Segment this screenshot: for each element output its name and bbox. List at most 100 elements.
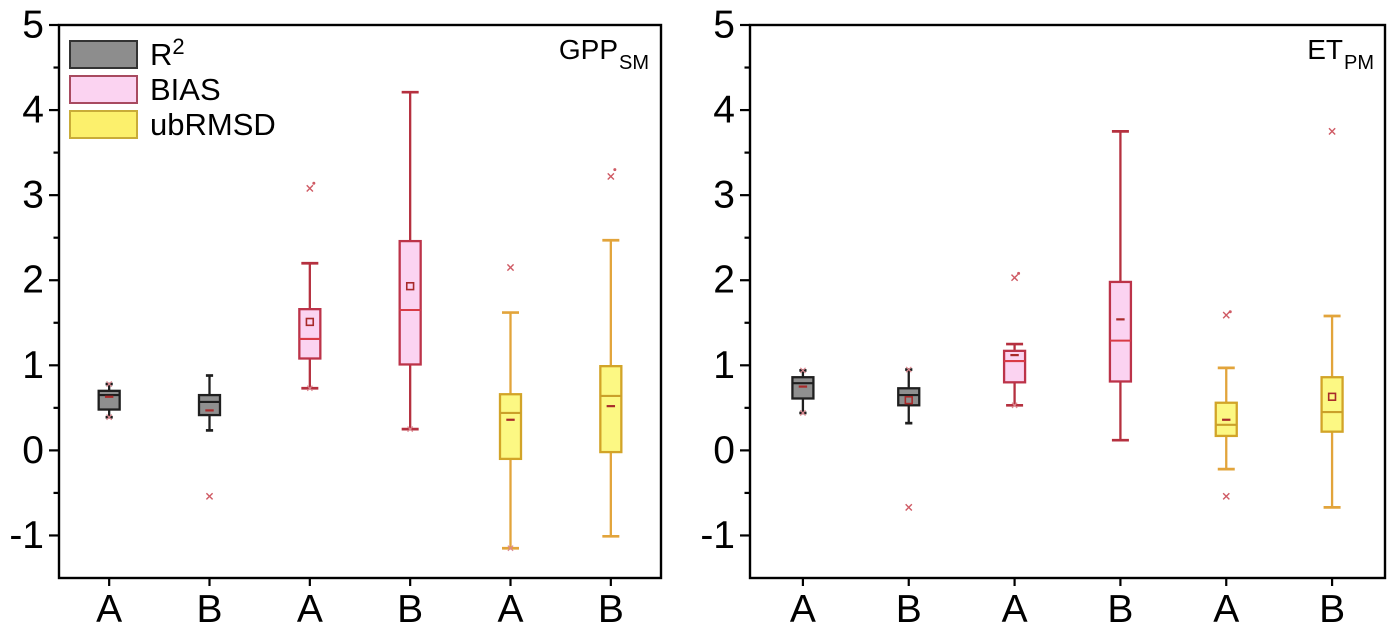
outlier-marker xyxy=(205,492,214,500)
outlier-marker xyxy=(1222,492,1230,500)
right-panel-title-sub: PM xyxy=(1344,52,1374,74)
outlier-marker xyxy=(506,263,515,272)
plot-frame-left xyxy=(57,23,663,580)
legend-label-ubrmsd-text: ubRMSD xyxy=(150,107,276,142)
legend-item-r2: R2 xyxy=(69,36,276,72)
legend-item-bias: BIAS xyxy=(69,74,276,105)
box-body xyxy=(1108,280,1133,383)
cap-mark xyxy=(1011,402,1018,409)
x-tick-label: A xyxy=(1002,588,1028,631)
y-tick-label: -1 xyxy=(700,514,735,557)
box-body xyxy=(298,308,322,360)
box-right-ubrmsd-b-5 xyxy=(1320,127,1344,509)
panel-left: -1 0 1 2 3 4 5 A B A B A B xyxy=(9,4,663,631)
y-tick-label: 3 xyxy=(713,174,735,217)
box-left-bias-a-2 xyxy=(298,181,322,392)
legend-label-ubrmsd: ubRMSD xyxy=(150,109,276,140)
x-tick-label: A xyxy=(497,588,523,631)
cap-mark xyxy=(799,367,806,374)
outlier-marker xyxy=(1222,311,1230,319)
y-tick-label: 1 xyxy=(713,344,735,387)
outlier-dot xyxy=(613,168,617,172)
x-tick-label: B xyxy=(598,588,624,631)
x-tick-label: A xyxy=(96,588,122,631)
cap-mark xyxy=(507,545,514,552)
outlier-marker xyxy=(306,184,314,192)
box-left-ubrmsd-a-4 xyxy=(498,263,523,552)
y-tick-label: 1 xyxy=(22,344,44,387)
x-tick-label: B xyxy=(1107,588,1133,631)
x-tick-label: B xyxy=(1319,588,1345,631)
legend-swatch-ubrmsd xyxy=(69,110,138,139)
legend-label-bias-text: BIAS xyxy=(150,72,221,107)
y-tick-label: 0 xyxy=(713,429,735,472)
y-tick-label: 2 xyxy=(22,259,44,302)
mean-marker xyxy=(405,281,415,291)
x-tick-label: A xyxy=(297,588,323,631)
right-panel-title: ETPM xyxy=(1307,34,1374,74)
y-tick-label: 5 xyxy=(22,4,44,47)
y-axis-left: -1 0 1 2 3 4 5 xyxy=(9,4,59,557)
box-right-ubrmsd-a-4 xyxy=(1214,310,1238,500)
outlier-dot xyxy=(312,181,316,185)
x-tick-label: B xyxy=(397,588,423,631)
box-body xyxy=(97,389,121,411)
y-axis-right: -1 0 1 2 3 4 5 xyxy=(700,4,750,557)
outlier-marker xyxy=(607,172,615,181)
left-panel-title-main: GPP xyxy=(558,34,618,65)
mean-marker xyxy=(305,317,315,327)
outlier-marker xyxy=(905,503,913,511)
box-body xyxy=(197,393,222,417)
outlier-marker xyxy=(1017,271,1021,275)
cap-mark xyxy=(799,409,806,416)
box-left-r2-a-0 xyxy=(97,381,121,421)
outlier-marker xyxy=(1328,127,1336,135)
outlier-dot xyxy=(1017,271,1021,275)
mean-marker xyxy=(1327,392,1337,401)
cap-mark xyxy=(106,414,113,421)
box-right-r2-a-0 xyxy=(791,367,815,416)
legend: R2 BIAS ubRMSD xyxy=(69,36,276,144)
box-body xyxy=(1002,349,1027,384)
legend-label-r2-sup: 2 xyxy=(172,34,185,59)
y-tick-label: 5 xyxy=(713,4,735,47)
y-tick-label: 3 xyxy=(22,174,44,217)
cap-mark xyxy=(106,381,113,388)
outlier-marker xyxy=(1228,310,1232,314)
cap-mark xyxy=(407,426,414,433)
panel-right: -1 0 1 2 3 4 5 A B A B A B xyxy=(700,4,1387,631)
mean-marker xyxy=(904,395,913,405)
plot-frame-right xyxy=(748,23,1387,580)
box-body xyxy=(398,239,422,366)
y-tick-label: -1 xyxy=(9,514,44,557)
x-tick-label: B xyxy=(896,588,922,631)
box-body xyxy=(1320,376,1344,433)
box-right-bias-a-2 xyxy=(1002,271,1027,409)
x-tick-label: A xyxy=(1213,588,1239,631)
box-right-r2-b-1 xyxy=(897,366,921,511)
box-right-bias-b-3 xyxy=(1108,129,1133,442)
outlier-marker xyxy=(1010,274,1019,282)
outlier-marker xyxy=(312,181,316,185)
cap-mark xyxy=(306,385,313,392)
box-left-ubrmsd-b-5 xyxy=(599,168,623,538)
legend-swatch-r2 xyxy=(69,40,138,69)
y-tick-label: 4 xyxy=(713,89,735,132)
box-left-r2-b-1 xyxy=(197,374,222,500)
right-panel-title-main: ET xyxy=(1307,34,1343,65)
left-panel-title: GPPSM xyxy=(558,34,649,74)
outlier-dot xyxy=(1228,310,1232,314)
box-body xyxy=(599,365,623,454)
box-body xyxy=(498,393,523,461)
left-panel-title-sub: SM xyxy=(619,52,649,74)
legend-item-ubrmsd: ubRMSD xyxy=(69,109,276,140)
legend-label-r2-text: R xyxy=(150,37,173,72)
legend-label-bias: BIAS xyxy=(150,74,221,105)
x-tick-label: B xyxy=(196,588,222,631)
outlier-marker xyxy=(613,168,617,172)
legend-label-r2: R2 xyxy=(150,36,185,72)
x-tick-label: A xyxy=(790,588,816,631)
